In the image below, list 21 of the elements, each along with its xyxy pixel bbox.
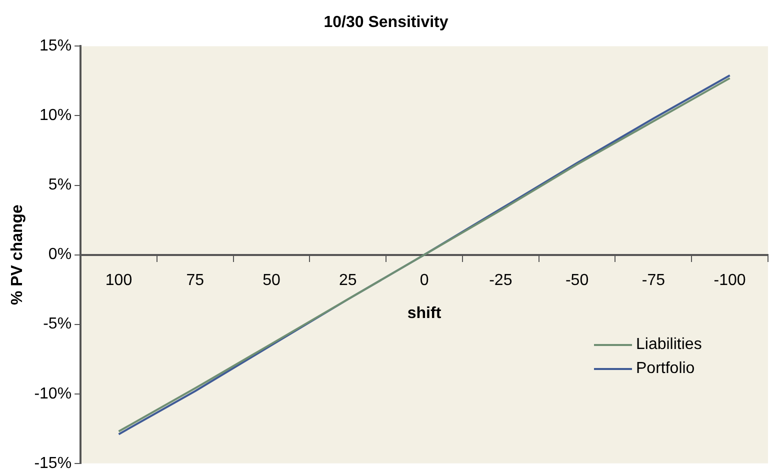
y-tick-label: -5%: [43, 316, 72, 333]
chart-title: 10/30 Sensitivity: [324, 14, 448, 32]
y-tick-label: 0%: [48, 246, 72, 264]
x-tick-label: -100: [714, 272, 746, 289]
y-tick-label: 5%: [48, 176, 72, 194]
x-tick-label: 100: [105, 272, 132, 289]
y-tick-label: -15%: [34, 454, 72, 472]
x-tick-label: -75: [642, 272, 666, 289]
y-tick-label: 15%: [40, 38, 72, 55]
x-tick-label: 50: [262, 272, 281, 289]
x-tick-label: 25: [338, 272, 357, 289]
x-tick-label: -50: [565, 272, 589, 289]
x-tick-label: 0: [420, 272, 429, 289]
legend-label: Liabilities: [636, 336, 702, 354]
y-tick-label: -10%: [34, 385, 72, 402]
legend-label: Portfolio: [636, 360, 695, 378]
x-tick-label: -25: [489, 272, 512, 289]
x-axis-title: shift: [407, 305, 442, 322]
y-tick-label: 10%: [40, 107, 72, 124]
y-axis-title: % PV change: [9, 204, 26, 306]
x-tick-label: 75: [186, 272, 204, 289]
